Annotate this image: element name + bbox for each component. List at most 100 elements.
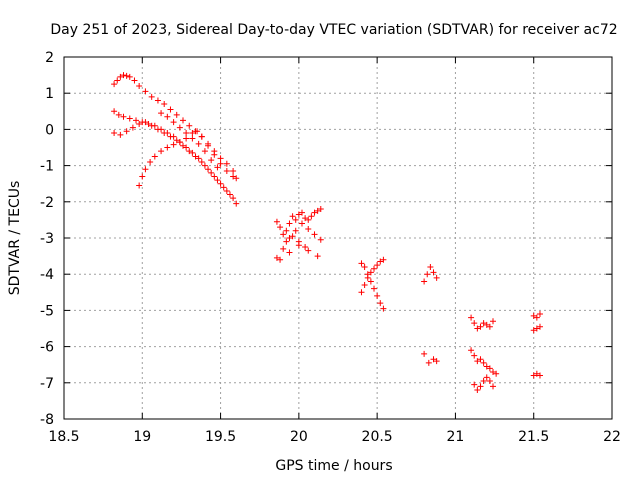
grid [64, 57, 612, 419]
data-point [427, 263, 434, 270]
data-point [292, 227, 299, 234]
data-point [371, 265, 378, 272]
data-point [115, 111, 122, 118]
data-point [477, 383, 484, 390]
x-tick-label: 20.5 [362, 429, 393, 445]
data-point [214, 164, 221, 171]
data-point [292, 216, 299, 223]
data-point [183, 130, 190, 137]
data-point [317, 206, 324, 213]
data-point [173, 111, 180, 118]
data-point [374, 262, 381, 269]
y-tick-label: -8 [40, 412, 54, 428]
y-tick-label: -2 [40, 195, 54, 211]
data-point [139, 173, 146, 180]
x-axis-label: GPS time / hours [275, 458, 392, 474]
data-point [295, 242, 302, 249]
data-point [364, 271, 371, 278]
data-point [361, 263, 368, 270]
data-point [170, 141, 177, 148]
x-tick-label: 20 [290, 429, 308, 445]
data-point [298, 220, 305, 227]
data-point [201, 162, 208, 169]
data-point [117, 73, 124, 80]
data-point [158, 148, 165, 155]
data-point [305, 216, 312, 223]
data-point [123, 128, 130, 135]
data-point [176, 139, 183, 146]
y-tick-label: 2 [45, 50, 54, 66]
data-point [148, 122, 155, 129]
data-point [133, 117, 140, 124]
data-point [361, 282, 368, 289]
data-point [217, 155, 224, 162]
x-tick-label: 18.5 [48, 429, 79, 445]
data-point [170, 119, 177, 126]
data-point [483, 321, 490, 328]
data-point [147, 158, 154, 165]
data-point [136, 182, 143, 189]
data-point [474, 358, 481, 365]
data-point [273, 218, 280, 225]
data-point [280, 231, 287, 238]
x-tick-label: 21 [447, 429, 465, 445]
data-point [286, 220, 293, 227]
data-point [471, 381, 478, 388]
data-point [230, 168, 237, 175]
data-point [425, 359, 432, 366]
data-point [430, 269, 437, 276]
data-point [295, 211, 302, 218]
data-point [280, 245, 287, 252]
data-point [314, 253, 321, 260]
data-point [217, 180, 224, 187]
data-point [480, 320, 487, 327]
data-point [167, 133, 174, 140]
data-point [433, 274, 440, 281]
data-point [380, 305, 387, 312]
data-point [183, 135, 190, 142]
y-tick-label: -1 [40, 159, 54, 175]
data-point [430, 356, 437, 363]
data-point [111, 130, 118, 137]
data-point [374, 292, 381, 299]
y-tick-label: -4 [40, 267, 54, 283]
data-point [233, 175, 240, 182]
data-point [380, 256, 387, 263]
data-point [273, 254, 280, 261]
data-point [530, 312, 537, 319]
series-track-b [111, 108, 240, 207]
series-cluster-20.8 [421, 263, 440, 366]
data-point [154, 126, 161, 133]
data-point [367, 269, 374, 276]
data-point [129, 124, 136, 131]
data-point [283, 238, 290, 245]
data-point [194, 128, 201, 135]
data-point [490, 318, 497, 325]
data-point [205, 142, 212, 149]
data-point [308, 213, 315, 220]
data-point [161, 130, 168, 137]
data-point [490, 368, 497, 375]
data-point [208, 157, 215, 164]
data-point [533, 370, 540, 377]
data-point [111, 81, 118, 88]
data-point [536, 372, 543, 379]
data-points [111, 72, 543, 394]
y-tick-label: -5 [40, 303, 54, 319]
data-point [358, 289, 365, 296]
data-point [536, 311, 543, 318]
data-point [167, 106, 174, 113]
data-point [195, 155, 202, 162]
y-tick-label: 1 [45, 86, 54, 102]
data-point [493, 370, 500, 377]
data-point [136, 120, 143, 127]
data-point [471, 320, 478, 327]
data-point [220, 184, 227, 191]
data-point [114, 77, 121, 84]
data-point [151, 153, 158, 160]
data-point [302, 244, 309, 251]
data-point [533, 325, 540, 332]
data-point [477, 323, 484, 330]
data-point [367, 278, 374, 285]
